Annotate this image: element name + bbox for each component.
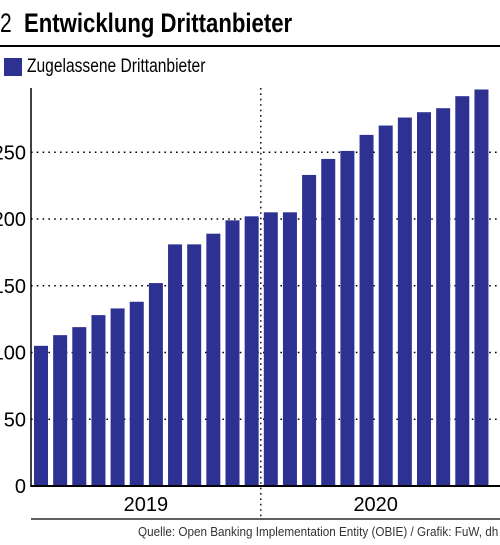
bar bbox=[340, 150, 355, 487]
y-tick-label: 200 bbox=[0, 209, 26, 231]
bar bbox=[187, 244, 202, 486]
bar bbox=[282, 212, 297, 486]
y-tick-label: 150 bbox=[0, 276, 26, 298]
bar bbox=[302, 174, 317, 486]
bar bbox=[263, 212, 278, 486]
bar bbox=[321, 158, 336, 487]
source-note: Quelle: Open Banking Implementation Enti… bbox=[137, 524, 498, 539]
bar bbox=[206, 233, 221, 486]
y-tick-label: 100 bbox=[0, 343, 26, 365]
bar bbox=[129, 301, 144, 486]
bar bbox=[436, 108, 451, 486]
bar bbox=[91, 315, 106, 486]
bar bbox=[34, 345, 48, 486]
year-label: 2019 bbox=[124, 494, 169, 516]
bar bbox=[53, 335, 68, 486]
chart-title: Entwicklung Drittanbieter bbox=[24, 8, 293, 38]
bar bbox=[455, 96, 470, 487]
bar bbox=[148, 283, 163, 486]
legend-label: Zugelassene Drittanbieter bbox=[27, 56, 206, 77]
bar bbox=[397, 117, 412, 486]
bar bbox=[244, 216, 259, 486]
y-tick-labels: 0 50 100 150 200 250 bbox=[0, 142, 26, 498]
y-tick-label: 250 bbox=[0, 142, 26, 164]
y-tick-label: 50 bbox=[4, 409, 26, 431]
bar bbox=[225, 220, 240, 486]
bar bbox=[359, 134, 374, 486]
bar bbox=[474, 89, 489, 486]
figure-number: 2 bbox=[0, 8, 12, 38]
bar bbox=[168, 244, 183, 486]
bars bbox=[34, 89, 489, 487]
bar bbox=[110, 308, 125, 486]
bar bbox=[72, 327, 87, 486]
year-labels: 2019 2020 bbox=[124, 494, 398, 516]
chart-header: 2 Entwicklung Drittanbieter bbox=[0, 0, 500, 47]
y-tick-label: 0 bbox=[15, 476, 26, 498]
bar bbox=[417, 112, 431, 486]
title-rule bbox=[0, 45, 500, 47]
axes bbox=[30, 88, 500, 520]
legend-swatch bbox=[4, 58, 22, 76]
bar bbox=[378, 125, 393, 487]
year-label: 2020 bbox=[353, 494, 398, 516]
